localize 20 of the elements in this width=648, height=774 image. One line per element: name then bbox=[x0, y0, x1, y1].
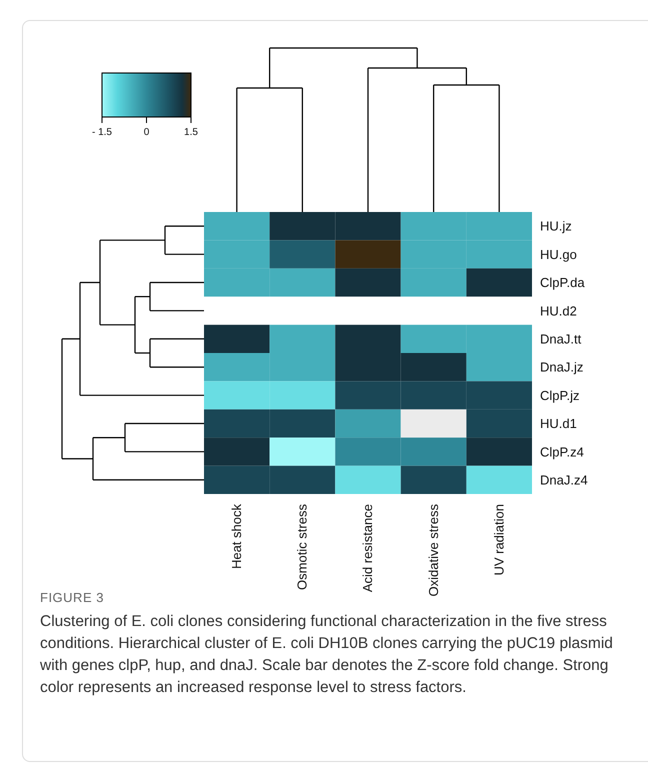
y-tick-label: HU.d2 bbox=[540, 303, 577, 318]
caption: FIGURE 3 bbox=[40, 590, 104, 605]
x-tick-label: Osmotic stress bbox=[294, 504, 310, 590]
y-tick-label: ClpP.z4 bbox=[540, 444, 584, 460]
text: Clustering of E. coli clones considering functional characterization in the five stress conditions. Hierarchical cluster of E. coli DH10B clones carrying the pUC19 plasmid with genes clpP, hup, and dnaJ. Scale bar denotes the Z-score fold change. Strong color represents an increased response level to stress factors. bbox=[40, 612, 614, 698]
x-tick-label: Acid resistance bbox=[360, 504, 376, 592]
x-tick-label: Heat shock bbox=[229, 504, 244, 570]
y-tick-label: DnaJ.z4 bbox=[540, 472, 588, 488]
y-tick-label: HU.d1 bbox=[540, 416, 577, 432]
x-tick-label: UV radiation bbox=[491, 504, 506, 576]
y-tick-label: HU.jz bbox=[540, 218, 572, 234]
color-bar-label: 0 bbox=[144, 127, 150, 138]
y-tick-label: DnaJ.jz bbox=[540, 360, 584, 375]
y-tick-label: HU.go bbox=[540, 246, 577, 262]
y-tick-label: DnaJ.tt bbox=[540, 332, 582, 347]
color-bar-label: - 1.5 bbox=[92, 127, 112, 138]
x-tick-label: Oxidative stress bbox=[426, 504, 441, 596]
color-bar-label: 1.5 bbox=[184, 127, 198, 138]
y-tick-label: ClpP.jz bbox=[540, 388, 580, 403]
y-tick-label: ClpP.da bbox=[540, 275, 586, 290]
